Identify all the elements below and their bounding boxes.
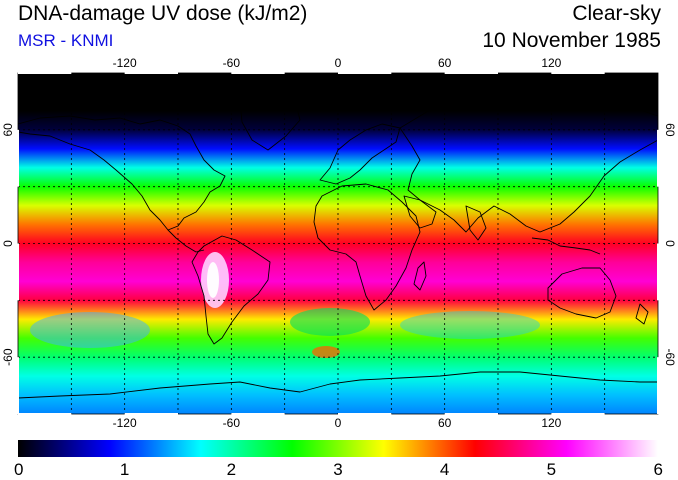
- map-date: 10 November 1985: [482, 29, 661, 52]
- south-america-coast: [191, 235, 271, 345]
- top-frame-tick: [18, 71, 72, 74]
- north-america-coast: [18, 115, 226, 231]
- colorbar-label: 5: [547, 460, 556, 479]
- top-lon-label: 60: [438, 56, 452, 70]
- top-lon-label: -60: [223, 56, 241, 70]
- southern-ocean-low: [290, 308, 370, 336]
- antarctica-coast: [18, 371, 658, 399]
- bottom-lon-label: -120: [113, 416, 137, 430]
- bottom-lon-label: 60: [438, 416, 452, 430]
- europe-coast: [319, 123, 401, 185]
- left-frame-tick: [16, 129, 19, 187]
- right-frame-tick: [657, 243, 660, 301]
- colorbar-label: 0: [14, 460, 23, 479]
- colorbar-label: 6: [654, 460, 663, 479]
- andes-core: [207, 262, 219, 298]
- colorbar-label: 4: [440, 460, 449, 479]
- colorbar-label: 2: [227, 460, 236, 479]
- right-lat-label: 60: [663, 123, 677, 137]
- bottom-frame-tick: [338, 413, 392, 416]
- bottom-lon-label: -60: [223, 416, 241, 430]
- left-frame-tick: [16, 357, 19, 414]
- indian-ocean-band: [400, 311, 540, 339]
- pacific-cloud-band: [30, 312, 150, 348]
- left-lat-label: -60: [1, 348, 15, 366]
- bottom-frame-tick: [18, 413, 72, 416]
- top-frame-tick: [338, 71, 392, 74]
- right-frame-tick: [657, 129, 660, 187]
- right-lat-label: 0: [663, 240, 677, 247]
- right-frame-tick: [657, 357, 660, 414]
- south-atlantic-spot: [312, 346, 340, 358]
- indonesia-coast: [531, 237, 601, 255]
- top-frame-tick: [231, 71, 285, 74]
- left-lat-label: 0: [1, 240, 15, 247]
- top-lon-label: 0: [335, 56, 342, 70]
- new-zealand-coast: [635, 303, 649, 325]
- top-lon-label: -120: [113, 56, 137, 70]
- bottom-frame-tick: [124, 413, 178, 416]
- bottom-frame-tick: [444, 413, 498, 416]
- bottom-frame-tick: [231, 413, 285, 416]
- top-frame-tick: [124, 71, 178, 74]
- africa-coast: [313, 183, 421, 311]
- australia-coast: [547, 267, 617, 319]
- top-frame-tick: [551, 71, 605, 74]
- sky-condition: Clear-sky: [572, 2, 661, 25]
- bottom-lon-label: 120: [541, 416, 561, 430]
- bottom-frame-tick: [551, 413, 605, 416]
- madagascar-coast: [413, 261, 427, 291]
- colorbar-strip: [18, 440, 658, 457]
- top-frame-tick: [444, 71, 498, 74]
- left-frame-tick: [16, 243, 19, 301]
- right-lat-label: -60: [663, 348, 677, 366]
- left-lat-label: 60: [1, 123, 15, 137]
- arabia-coast: [403, 195, 437, 229]
- bottom-lon-label: 0: [335, 416, 342, 430]
- colorbar-label: 1: [120, 460, 129, 479]
- map-title: DNA-damage UV dose (kJ/m2): [18, 2, 308, 25]
- asia-coast: [399, 97, 658, 233]
- greenland-coast: [239, 95, 301, 151]
- map-subtitle: MSR - KNMI: [18, 31, 114, 50]
- india-coast: [465, 205, 487, 241]
- colorbar-label: 3: [333, 460, 342, 479]
- top-lon-label: 120: [541, 56, 561, 70]
